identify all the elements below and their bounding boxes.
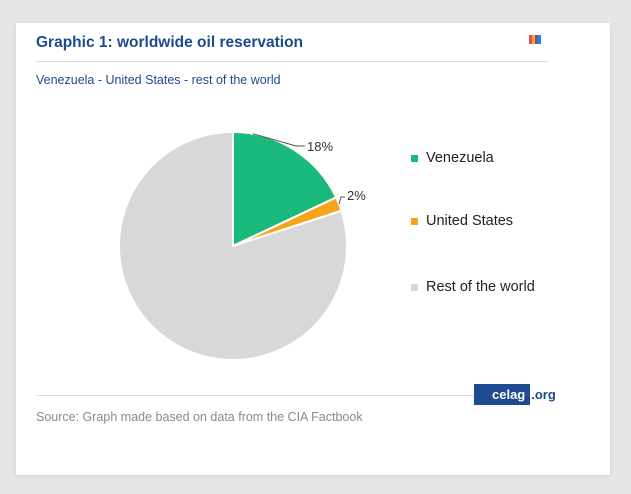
legend-item-venezuela: Venezuela (411, 150, 494, 166)
brand-stripe (535, 35, 538, 44)
title-divider (36, 61, 548, 62)
legend-item-united-states: United States (411, 213, 513, 229)
chart-card (16, 23, 610, 475)
logo-name: celag (474, 384, 531, 405)
legend-item-rest-of-the-world: Rest of the world (411, 279, 535, 295)
logo-tld: .org (531, 387, 556, 402)
legend-swatch-icon (411, 283, 418, 291)
brand-stripe (532, 35, 535, 44)
legend-label: Venezuela (426, 150, 494, 166)
source-note: Source: Graph made based on data from th… (36, 410, 363, 424)
legend-swatch-icon (411, 154, 418, 162)
legend-label: Rest of the world (426, 279, 535, 295)
brand-stripe (538, 35, 541, 44)
legend-swatch-icon (411, 217, 418, 225)
legend-label: United States (426, 213, 514, 229)
footer-divider (36, 395, 478, 396)
celag-logo: celag .org (474, 384, 556, 405)
brand-stripes-icon (529, 35, 541, 44)
chart-subtitle: Venezuela - United States - rest of the … (36, 73, 281, 87)
chart-title: Graphic 1: worldwide oil reservation (36, 34, 304, 51)
brand-stripe (529, 35, 532, 44)
